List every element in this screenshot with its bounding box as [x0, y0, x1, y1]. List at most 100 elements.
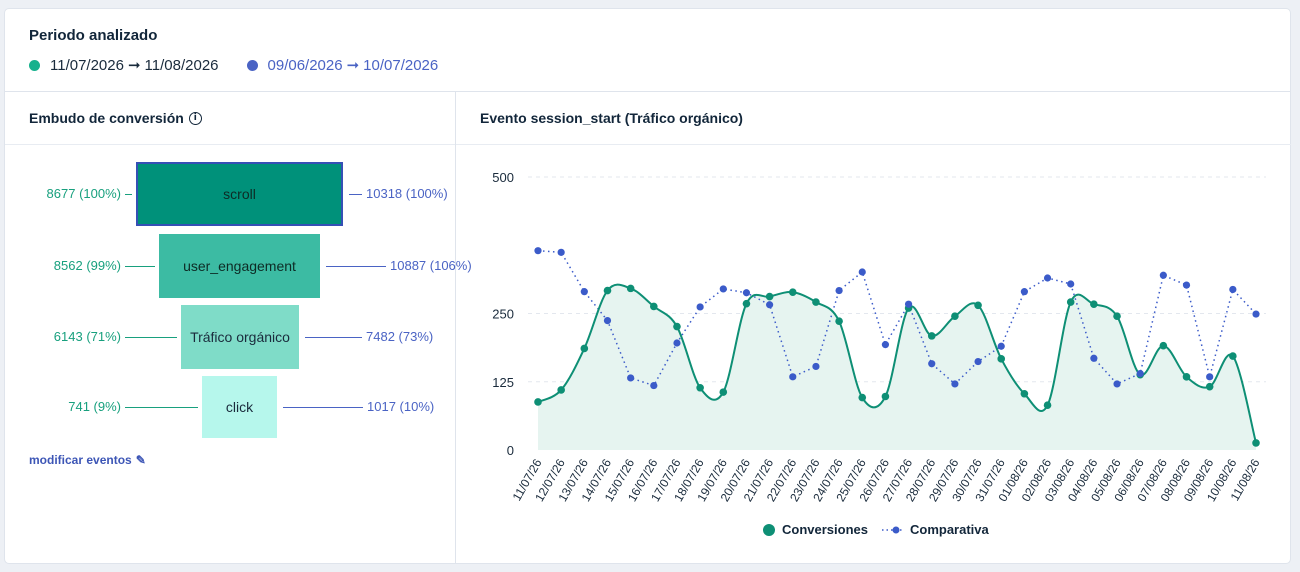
funnel-step-current-value: 8677 (100%): [46, 186, 121, 201]
dashboard-card: Periodo analizado 11/07/2026 ➞ 11/08/2026 …: [4, 8, 1291, 564]
funnel-title: Embudo de conversión i: [29, 110, 202, 126]
conversiones-point: [603, 286, 612, 295]
comparativa-point: [603, 316, 612, 325]
comparativa-point: [997, 342, 1005, 350]
comparativa-point: [1182, 281, 1191, 289]
funnel-connector: [305, 337, 362, 338]
legend-label-conversiones: Conversiones: [782, 522, 868, 537]
comparativa-point: [534, 247, 542, 255]
period-title: Periodo analizado: [29, 27, 158, 44]
comparativa-point: [858, 268, 866, 276]
conversiones-point: [1205, 382, 1214, 391]
current-range-arrow: ➞: [127, 57, 141, 74]
current-range-start: 11/07/2026: [50, 57, 124, 74]
current-range: 11/07/2026 ➞ 11/08/2026: [29, 56, 219, 74]
comparativa-point: [719, 285, 727, 293]
comparativa-point: [1067, 280, 1075, 288]
current-range-dot: [29, 59, 40, 71]
conversiones-point: [1090, 300, 1098, 309]
conversiones-point: [974, 301, 982, 310]
conversiones-point: [650, 302, 658, 311]
modify-events-link[interactable]: modificar eventos ✎: [29, 453, 146, 467]
conversion-funnel: scroll 8677 (100%) 10318 (100%) user_engage…: [5, 145, 472, 465]
conversiones-point: [580, 344, 589, 353]
funnel-title-text: Embudo de conversión: [29, 110, 184, 126]
conversiones-point: [765, 292, 774, 301]
conversiones-area: [538, 284, 1256, 450]
comparativa-point: [1090, 354, 1098, 362]
funnel-connector: [283, 407, 363, 408]
funnel-connector: [349, 194, 362, 195]
funnel-step-1[interactable]: user_engagement: [159, 234, 320, 298]
legend-item-comparativa[interactable]: Comparativa: [881, 522, 989, 537]
comparativa-point: [557, 248, 565, 256]
conversiones-point: [534, 398, 542, 406]
legend-label-comparativa: Comparativa: [909, 522, 989, 537]
divider: [456, 144, 1291, 145]
conversiones-point: [1066, 298, 1075, 306]
previous-range: 09/06/2026 ➞ 10/07/2026: [246, 56, 439, 74]
pencil-icon: ✎: [135, 453, 146, 467]
comparativa-point: [812, 362, 820, 371]
conversiones-point: [626, 284, 635, 293]
conversiones-point: [673, 322, 681, 331]
previous-range-text: 09/06/2026 ➞ 10/07/2026: [268, 56, 439, 74]
conversiones-point: [881, 392, 890, 401]
divider: [5, 91, 1290, 92]
previous-range-dot: [246, 59, 258, 71]
comparativa-point: [1229, 285, 1237, 294]
comparativa-point: [580, 288, 588, 296]
conversiones-point: [835, 317, 843, 325]
funnel-step-3[interactable]: click: [202, 376, 277, 438]
conversiones-point: [997, 355, 1006, 363]
conversiones-point: [858, 393, 867, 402]
comparativa-line: [537, 249, 1257, 387]
divider: [455, 92, 456, 564]
session-start-chart: 012525050011/07/2612/07/2613/07/2614/07/…: [492, 170, 1266, 504]
conversiones-point: [927, 332, 936, 340]
comparativa-point: [1252, 310, 1260, 318]
conversiones-point: [1020, 389, 1029, 398]
y-tick-label: 250: [492, 307, 514, 322]
comparativa-point: [1113, 380, 1121, 388]
conversiones-point: [1252, 439, 1260, 447]
comparativa-point: [1206, 373, 1214, 381]
funnel-step-previous-value: 10887 (106%): [390, 258, 472, 273]
comparativa-point: [766, 301, 774, 309]
funnel-step-0[interactable]: scroll: [136, 162, 343, 226]
chart-legend: Conversiones Comparativa: [763, 522, 1003, 537]
y-tick-label: 500: [492, 170, 514, 185]
comparativa-point: [835, 286, 843, 295]
conversiones-point: [951, 312, 959, 321]
y-tick-label: 0: [507, 443, 514, 458]
funnel-connector: [125, 266, 155, 267]
conversiones-point: [1159, 341, 1168, 350]
previous-range-arrow: ➞: [346, 57, 360, 74]
comparativa-point: [974, 357, 982, 366]
comparativa-point: [742, 289, 751, 297]
divider: [5, 144, 455, 145]
period-ranges: 11/07/2026 ➞ 11/08/2026 09/06/2026 ➞ 10/07/2…: [29, 56, 466, 74]
funnel-step-2[interactable]: Tráfico orgánico: [181, 305, 299, 369]
chart-title: Evento session_start (Tráfico orgánico): [480, 110, 743, 126]
funnel-step-previous-value: 10318 (100%): [366, 186, 448, 201]
conversiones-point: [742, 299, 751, 308]
comparativa-point: [904, 300, 913, 308]
comparativa-point: [650, 381, 658, 390]
funnel-step-previous-value: 7482 (73%): [366, 329, 434, 344]
conversiones-point: [788, 288, 797, 297]
comparativa-point: [627, 374, 635, 382]
previous-range-start: 09/06/2026: [267, 57, 343, 74]
comparativa-point: [1020, 288, 1028, 296]
funnel-connector: [125, 337, 177, 338]
info-icon[interactable]: i: [188, 111, 202, 125]
y-tick-label: 125: [492, 375, 514, 390]
period-section: Periodo analizado 11/07/2026 ➞ 11/08/2026 …: [29, 27, 466, 74]
comparativa-point: [673, 339, 681, 347]
legend-item-conversiones[interactable]: Conversiones: [763, 522, 868, 537]
conversiones-point: [812, 298, 820, 306]
conversiones-point: [1182, 373, 1191, 381]
funnel-connector: [326, 266, 386, 267]
comparativa-point: [1136, 369, 1144, 378]
funnel-step-previous-value: 1017 (10%): [367, 399, 435, 414]
